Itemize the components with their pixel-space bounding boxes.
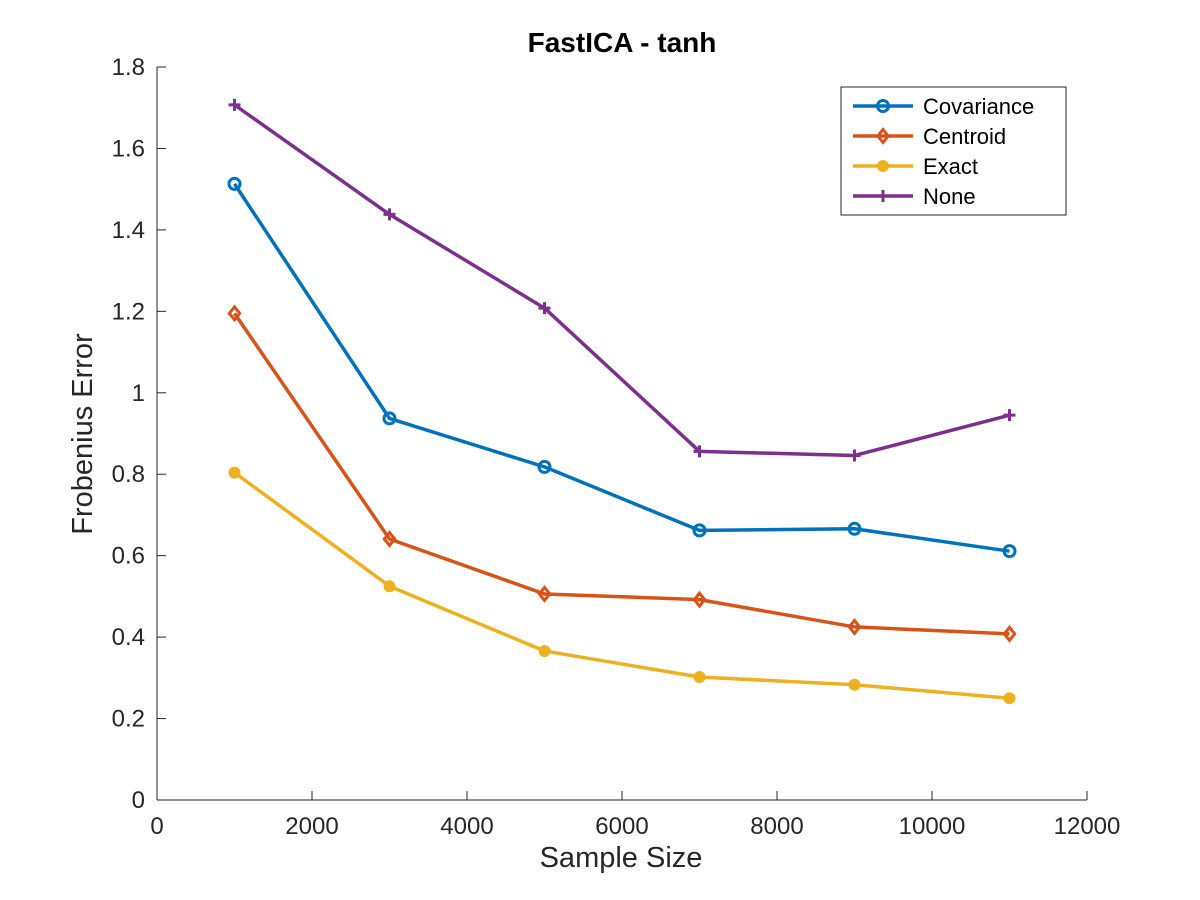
y-axis-label: Frobenius Error: [67, 333, 99, 535]
data-point-centroid: [847, 618, 862, 636]
y-tick-label: 0: [132, 787, 145, 814]
data-point-exact: [383, 580, 396, 593]
y-tick-label: 1.6: [112, 135, 145, 162]
y-tick-label: 1: [132, 380, 145, 407]
data-point-exact: [1003, 692, 1016, 705]
legend-item-exact: Exact: [853, 154, 978, 179]
legend-label: None: [923, 184, 976, 209]
legend: Covariance Centroid Exact None: [840, 86, 1067, 216]
data-point-none: [383, 208, 396, 221]
x-tick-label: 10000: [899, 813, 966, 840]
data-point-covariance: [1002, 544, 1017, 559]
legend-marker: [876, 99, 890, 113]
axes: 0 2000 4000 6000 8000 10000 12000 0 0.2 0.4 0.6 0.8…: [112, 54, 1121, 840]
series-none: [228, 98, 1016, 462]
legend-item-covariance: Covariance: [853, 94, 1034, 119]
x-tick-label: 0: [150, 813, 163, 840]
y-tick-label: 0.4: [112, 624, 145, 651]
data-point-exact: [538, 644, 551, 657]
legend-marker: [877, 190, 889, 202]
x-axis-label: Sample Size: [540, 842, 703, 874]
series-line-covariance: [233, 182, 1010, 553]
series-line-centroid: [233, 312, 1010, 636]
data-point-covariance: [537, 459, 552, 474]
data-point-covariance: [227, 176, 242, 191]
x-tick-label: 12000: [1054, 813, 1121, 840]
series-covariance: [227, 176, 1017, 559]
data-point-covariance: [847, 521, 862, 536]
series-line-none: [233, 103, 1010, 458]
data-point-none: [693, 445, 706, 458]
legend-marker: [877, 160, 889, 172]
data-point-centroid: [382, 530, 397, 548]
series-centroid: [227, 304, 1017, 643]
data-point-covariance: [382, 411, 397, 426]
data-point-none: [538, 302, 551, 315]
x-tick-label: 2000: [285, 813, 338, 840]
y-tick-label: 1.2: [112, 298, 145, 325]
y-tick-label: 1.4: [112, 217, 145, 244]
data-point-centroid: [537, 585, 552, 603]
data-point-exact: [693, 671, 706, 684]
data-point-none: [848, 449, 861, 462]
legend-item-centroid: Centroid: [853, 124, 1006, 149]
legend-label: Exact: [923, 154, 978, 179]
data-point-none: [228, 98, 241, 111]
data-point-centroid: [227, 304, 242, 323]
legend-item-none: None: [853, 184, 976, 209]
series-layer: [227, 98, 1017, 705]
legend-marker: [875, 127, 891, 145]
legend-label: Covariance: [923, 94, 1034, 119]
x-tick-label: 6000: [595, 813, 648, 840]
y-tick-label: 1.8: [112, 54, 145, 81]
chart-title: FastICA - tanh: [528, 27, 717, 58]
series-line-exact: [233, 471, 1010, 700]
x-tick-label: 8000: [750, 813, 803, 840]
data-point-none: [1003, 409, 1016, 422]
data-point-centroid: [1002, 624, 1017, 643]
data-point-covariance: [692, 523, 707, 538]
y-tick-label: 0.2: [112, 706, 145, 733]
legend-label: Centroid: [923, 124, 1006, 149]
x-tick-label: 4000: [440, 813, 493, 840]
data-point-exact: [848, 678, 861, 691]
data-point-centroid: [692, 590, 707, 609]
series-exact: [228, 466, 1016, 705]
data-point-exact: [228, 466, 241, 479]
y-tick-label: 0.6: [112, 543, 145, 570]
y-tick-label: 0.8: [112, 461, 145, 488]
